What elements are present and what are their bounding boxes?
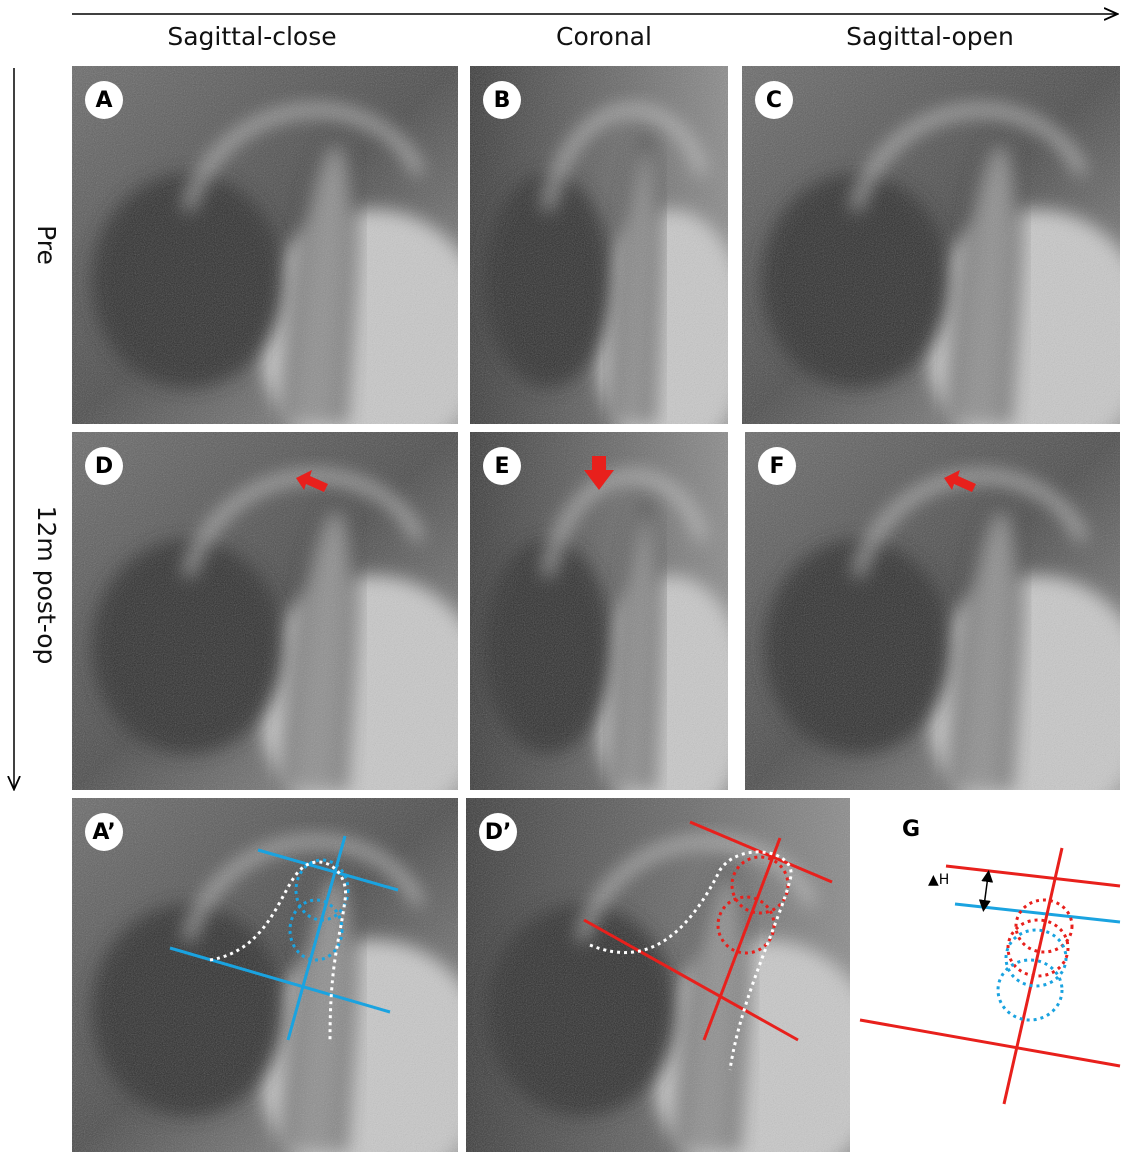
- image: [742, 66, 1122, 460]
- noise: [742, 66, 1120, 424]
- mri-panel: B: [470, 66, 749, 460]
- panel-label: D’: [485, 820, 512, 845]
- panel-label: B: [494, 88, 511, 113]
- image: [72, 798, 489, 1154]
- image: [745, 432, 1122, 826]
- image: [72, 66, 489, 460]
- panel-label: A: [95, 88, 112, 113]
- noise: [72, 66, 458, 424]
- mri-panel: C: [742, 66, 1122, 460]
- image: [72, 432, 489, 826]
- row-header: 12m post-op: [32, 506, 61, 665]
- panels: A B C D E F A’ D’: [72, 66, 1122, 1154]
- panel-label: F: [769, 454, 784, 479]
- noise: [745, 432, 1120, 790]
- noise: [466, 798, 850, 1152]
- row-header: Pre: [32, 225, 61, 265]
- panel-label: G: [902, 817, 920, 842]
- mri-panel: E: [470, 432, 749, 826]
- mri-panel: A’: [72, 798, 489, 1154]
- column-header: Sagittal-open: [846, 22, 1014, 51]
- noise: [470, 66, 728, 424]
- column-header: Sagittal-close: [167, 22, 336, 51]
- mri-panel: D: [72, 432, 489, 826]
- mri-panel: A: [72, 66, 489, 460]
- image: [470, 432, 749, 826]
- figure: Sagittal-close Coronal Sagittal-open Pre…: [0, 0, 1122, 1154]
- image: [470, 66, 749, 460]
- panel-label: E: [494, 454, 509, 479]
- mri-panel: F: [745, 432, 1122, 826]
- measure-label: ▲H: [928, 872, 949, 888]
- mri-panel: D’: [466, 798, 881, 1154]
- panel-label: C: [766, 88, 782, 113]
- panel-label: A’: [92, 820, 115, 845]
- image: [466, 798, 881, 1154]
- noise: [72, 432, 458, 790]
- column-header: Coronal: [556, 22, 652, 51]
- panel-label: D: [95, 454, 113, 479]
